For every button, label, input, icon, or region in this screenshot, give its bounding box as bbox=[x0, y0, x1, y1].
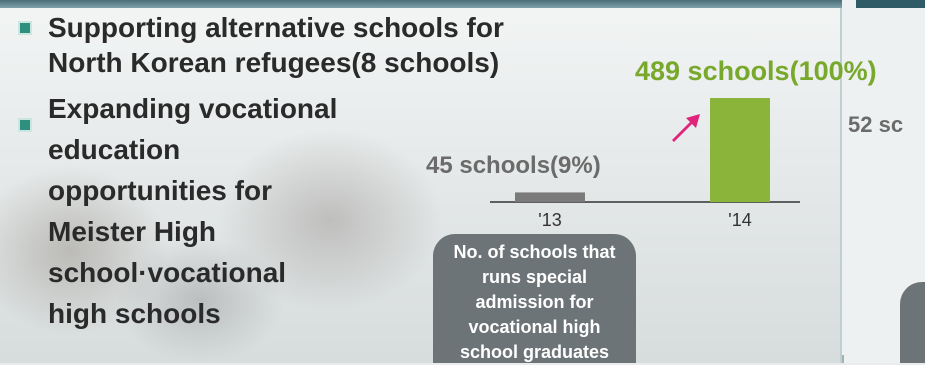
data-label-2013: 45 schools(9%) bbox=[426, 152, 601, 179]
bullet-2-line-2: education bbox=[48, 134, 181, 165]
bullet-1-line-1: Supporting alternative schools for bbox=[48, 12, 504, 43]
right-panel-tab bbox=[856, 0, 925, 8]
bullet-2-line-1: Expanding vocational bbox=[48, 93, 338, 124]
tick-label-2014: '14 bbox=[728, 210, 751, 230]
bar-2013 bbox=[515, 192, 585, 202]
bullet-1-line-2: North Korean refugees(8 schools) bbox=[48, 47, 500, 78]
divider bbox=[826, 355, 844, 363]
tick-label-2013: '13 bbox=[538, 210, 561, 230]
bullet-2-line-4: Meister High bbox=[48, 216, 217, 247]
right-caption-box bbox=[900, 282, 925, 363]
bullet-2-line-6: high schools bbox=[48, 298, 221, 329]
right-panel-label: 52 sc bbox=[848, 112, 904, 137]
bullet-square-icon bbox=[18, 21, 32, 35]
top-border bbox=[0, 0, 925, 8]
chart-caption: No. of schools that runs special admissi… bbox=[433, 234, 636, 363]
left-panel bbox=[0, 8, 842, 363]
data-label-2014: 489 schools(100%) bbox=[635, 56, 877, 86]
bar-2014 bbox=[710, 98, 770, 202]
bullet-2-line-3: opportunities for bbox=[48, 175, 272, 206]
bullet-2-line-5: school·vocational bbox=[48, 257, 287, 288]
bullet-square-icon bbox=[18, 118, 32, 132]
growth-arrow-icon bbox=[672, 114, 700, 142]
